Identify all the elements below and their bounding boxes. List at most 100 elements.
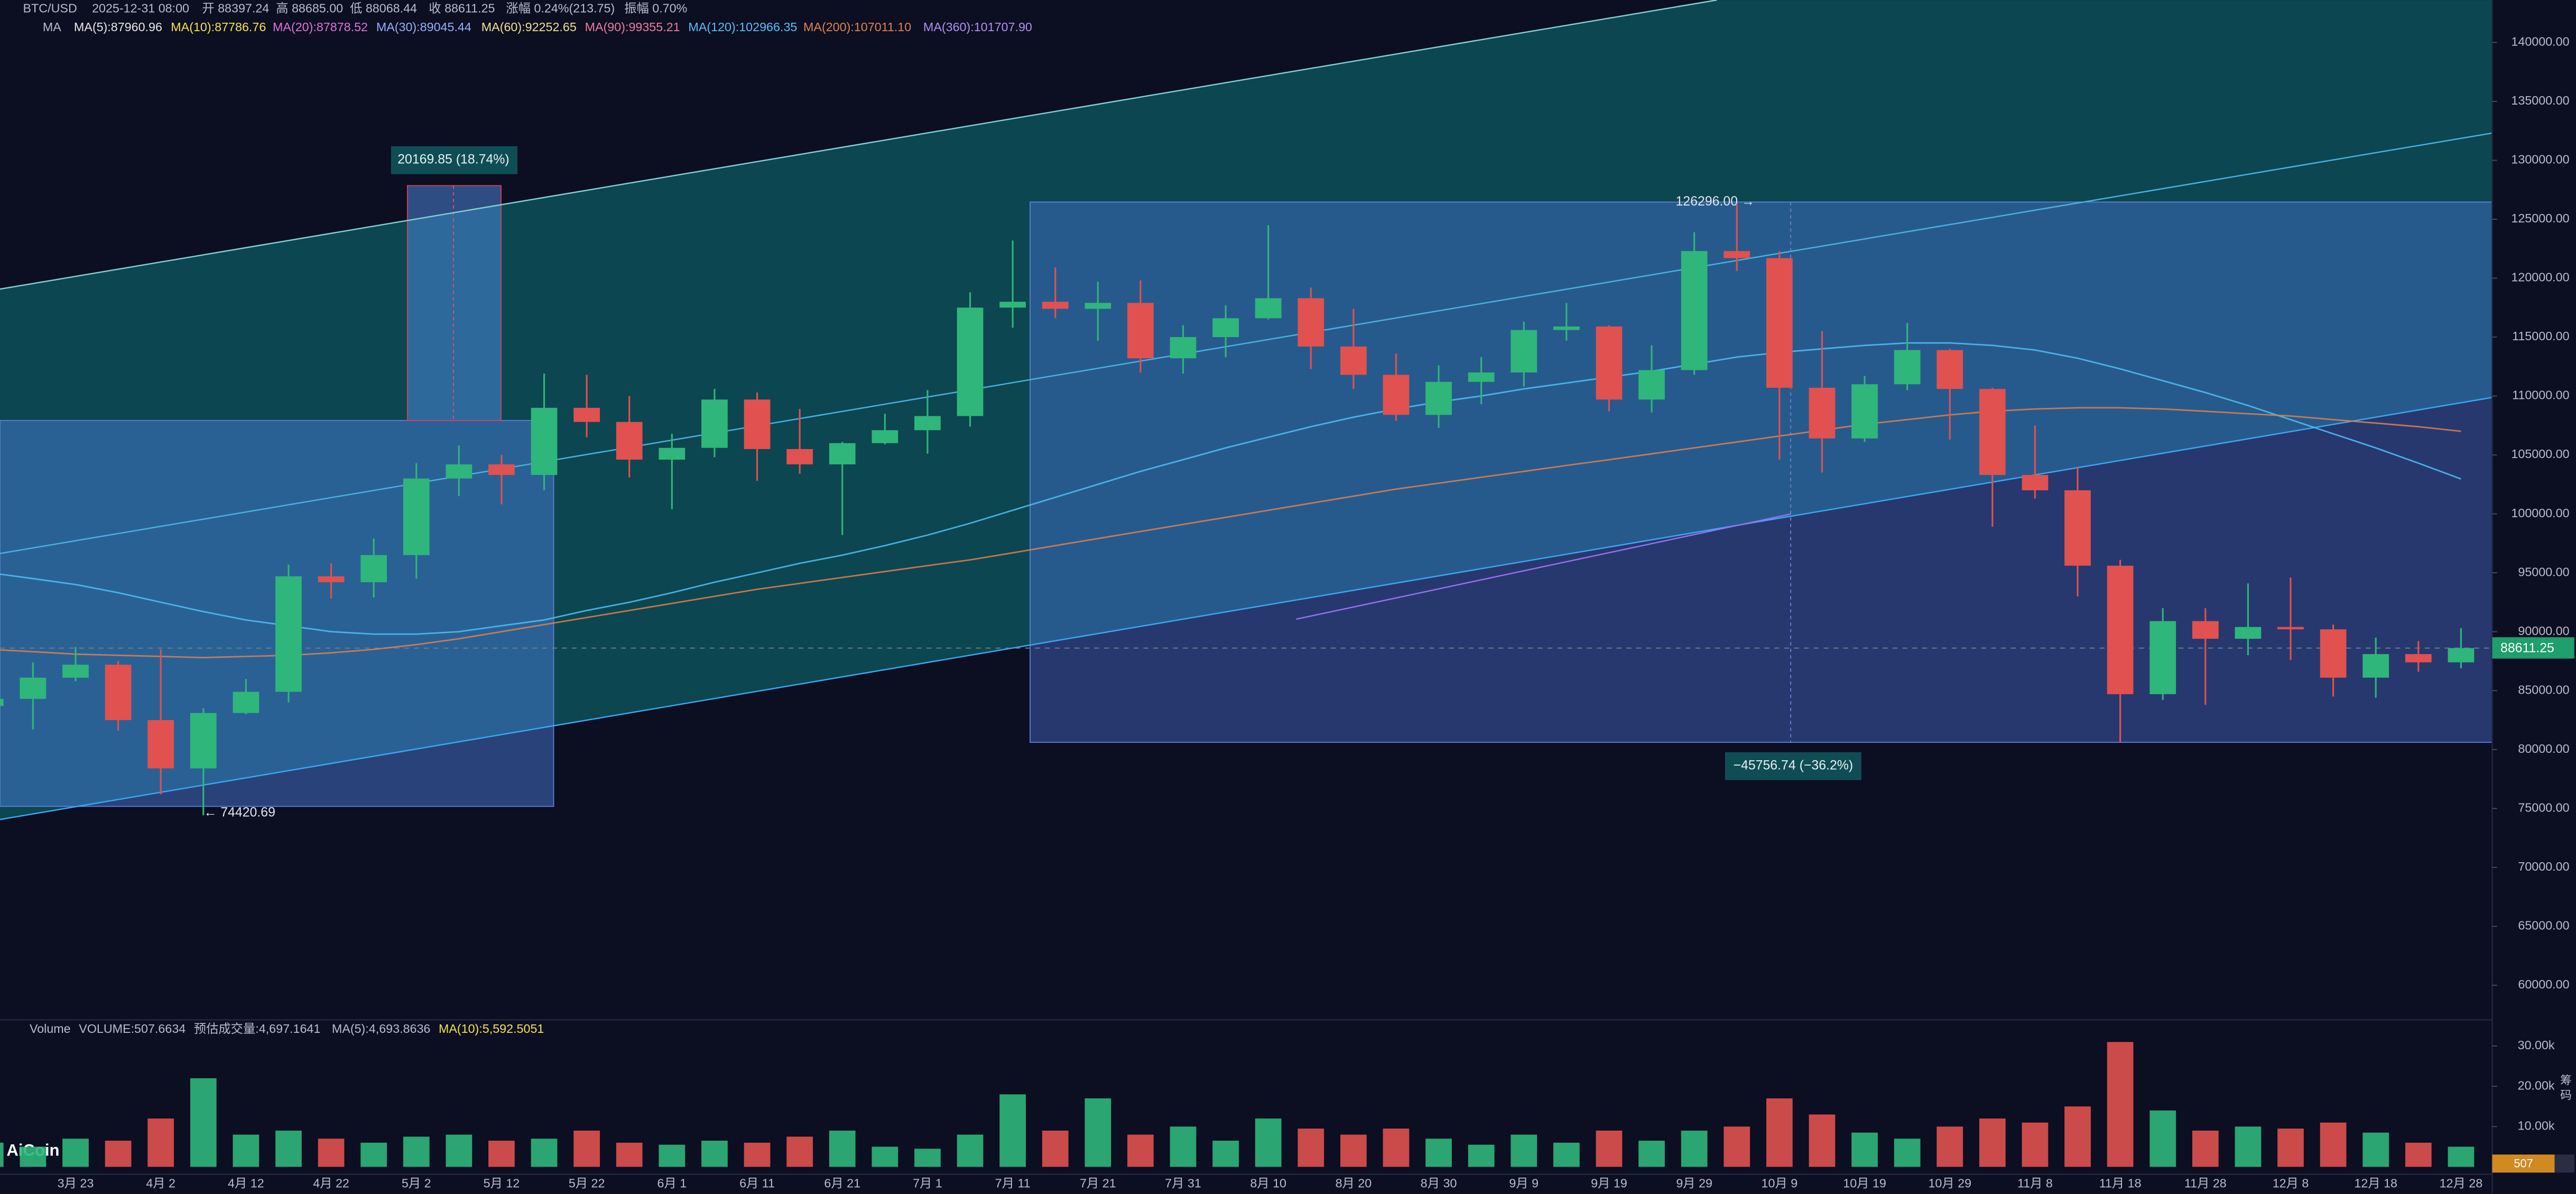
volume-bar <box>2235 1126 2262 1167</box>
volume-bar <box>1596 1130 1623 1167</box>
volume-bar <box>2405 1142 2432 1167</box>
ma-legend: MA(120):102966.35 <box>688 20 797 34</box>
candle-body <box>488 464 515 475</box>
candle-body <box>2362 654 2389 678</box>
volume-bar <box>190 1078 217 1167</box>
volume-bar <box>446 1134 472 1167</box>
x-tick-label: 9月 29 <box>1676 1176 1712 1190</box>
annotation-box <box>391 146 518 174</box>
volume-bar <box>403 1136 430 1167</box>
candle-body <box>62 665 89 678</box>
y-tick-label: 105000.00 <box>2511 447 2569 461</box>
ma-legend: MA(200):107011.10 <box>803 20 911 34</box>
candle-body <box>573 407 600 422</box>
volume-legend: MA(5):4,693.8636 <box>332 1022 431 1036</box>
y-tick-label: 60000.00 <box>2518 977 2569 991</box>
y-tick-label: 115000.00 <box>2512 329 2569 343</box>
candle-body <box>403 478 430 555</box>
volume-bar <box>914 1149 941 1167</box>
x-tick-label: 4月 22 <box>313 1176 349 1190</box>
candle-body <box>233 692 260 713</box>
candle-body <box>1638 370 1665 400</box>
y-tick-label: 20.00k <box>2518 1078 2555 1092</box>
volume-bar <box>1681 1130 1708 1167</box>
x-tick-label: 6月 1 <box>657 1176 687 1190</box>
volume-bar <box>1809 1114 1836 1167</box>
candle-body <box>531 407 558 475</box>
x-tick-label: 7月 21 <box>1080 1176 1116 1190</box>
x-tick-label: 8月 20 <box>1336 1176 1372 1190</box>
volume-bar <box>1511 1134 1537 1167</box>
candle-body <box>1468 372 1495 382</box>
candle-body <box>616 422 643 460</box>
volume-bar <box>147 1118 174 1167</box>
side-tab[interactable]: 筹 码 <box>2559 1074 2572 1100</box>
x-tick-label: 4月 2 <box>146 1176 175 1190</box>
volume-bar <box>659 1144 685 1167</box>
volume-bar <box>744 1142 771 1167</box>
x-tick-label: 6月 11 <box>739 1176 775 1190</box>
y-tick-label: 65000.00 <box>2518 918 2569 932</box>
candle-body <box>2192 621 2219 639</box>
volume-bar <box>1212 1141 1239 1167</box>
volume-bar <box>1979 1118 2006 1167</box>
volume-bar <box>1298 1128 1324 1167</box>
candle-body <box>1085 303 1111 309</box>
volume-bar <box>20 1146 47 1167</box>
side-tab-bg <box>2554 1154 2574 1173</box>
x-tick-label: 3月 23 <box>58 1176 94 1190</box>
candle-body <box>744 399 771 449</box>
volume-bar <box>1042 1130 1069 1167</box>
volume-bar <box>2022 1122 2049 1167</box>
ma-line <box>0 342 2461 635</box>
candle-body <box>147 720 174 769</box>
ma-legend: MA(5):87960.96 <box>74 20 162 34</box>
volume-bar <box>1936 1126 1963 1167</box>
volume-bar <box>2107 1042 2134 1167</box>
candle-body <box>190 713 217 769</box>
x-tick-label: 10月 9 <box>1762 1176 1798 1190</box>
candle-body <box>1383 375 1410 415</box>
candle-body <box>1766 258 1793 388</box>
volume-legend: Volume <box>30 1022 71 1036</box>
volume-bar <box>2149 1110 2176 1167</box>
candle-body <box>105 665 132 720</box>
y-tick-label: 90000.00 <box>2518 624 2569 638</box>
x-tick-label: 7月 1 <box>913 1176 942 1190</box>
candle-body <box>2064 490 2091 566</box>
header-item: 低 88068.44 <box>350 1 417 15</box>
candle-body <box>1681 251 1708 370</box>
x-tick-label: 5月 12 <box>484 1176 520 1190</box>
ma-legend: MA(10):87786.76 <box>171 20 266 34</box>
candle-body <box>1723 251 1750 258</box>
header-item: BTC/USD <box>23 1 77 15</box>
candle-body <box>829 443 856 464</box>
ma-legend: MA(20):87878.52 <box>273 20 368 34</box>
trend-line <box>1296 513 1791 620</box>
volume-bar <box>1383 1128 1410 1167</box>
volume-bar <box>1170 1126 1197 1167</box>
x-tick-label: 8月 10 <box>1250 1176 1286 1190</box>
volume-bar <box>1425 1139 1452 1167</box>
y-tick-label: 80000.00 <box>2518 742 2569 755</box>
candle-body <box>786 449 813 464</box>
candle-body <box>1553 326 1580 330</box>
annotation: ← 74420.69 <box>203 805 275 819</box>
volume-bar <box>1638 1141 1665 1167</box>
annotation: 20169.85 (18.74%) <box>397 152 509 167</box>
y-tick-label: 130000.00 <box>2511 153 2569 166</box>
ma-title: MA <box>43 20 61 34</box>
volume-bar <box>573 1130 600 1167</box>
y-tick-label: 120000.00 <box>2511 270 2569 284</box>
volume-bar <box>105 1141 132 1167</box>
annotation-box <box>1725 752 1861 780</box>
candle-body <box>999 302 1026 308</box>
volume-bar <box>1468 1144 1495 1167</box>
candle-body <box>2320 629 2347 678</box>
volume-bar <box>1085 1098 1111 1167</box>
header-item: 开 88397.24 <box>202 1 269 15</box>
candle-body <box>2448 648 2475 663</box>
volume-bar <box>275 1130 302 1167</box>
